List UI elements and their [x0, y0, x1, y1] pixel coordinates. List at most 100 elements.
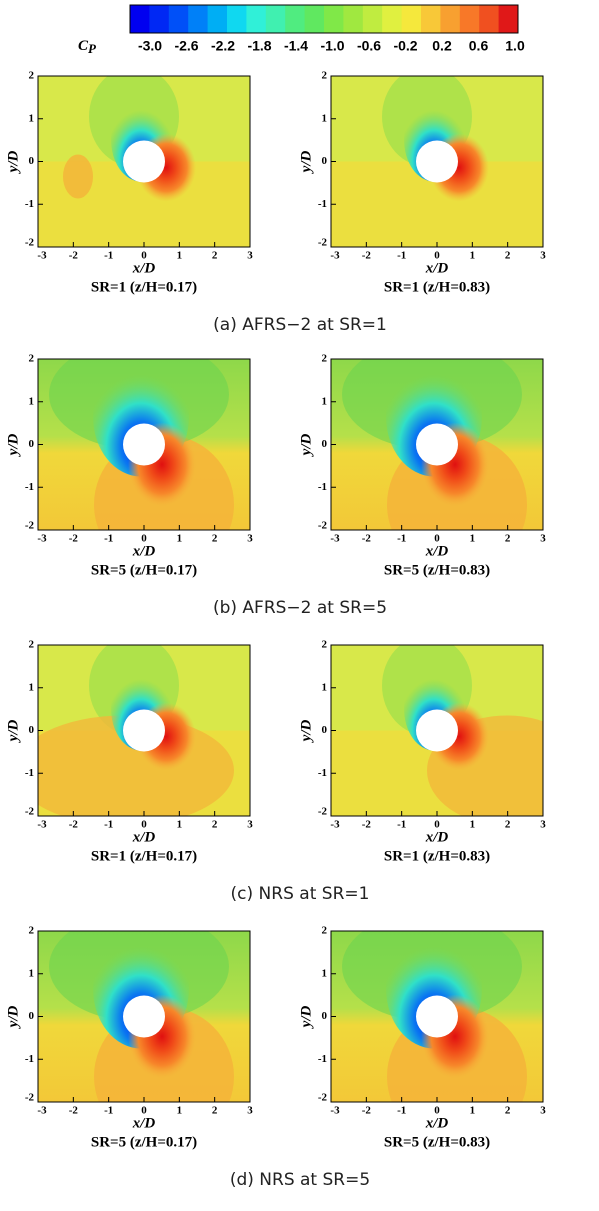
- y-axis-label: y/D: [298, 434, 314, 458]
- x-tick-label: -1: [104, 250, 113, 262]
- panel-caption: (b) AFRS−2 at SR=5: [213, 598, 387, 618]
- plot-title: SR=5 (z/H=0.83): [384, 562, 490, 578]
- contour-plot: [38, 359, 250, 530]
- plot-title: SR=1 (z/H=0.17): [91, 279, 197, 295]
- x-axis-label: x/D: [425, 829, 449, 845]
- x-tick-label: -3: [37, 533, 47, 545]
- plot-title: SR=5 (z/H=0.83): [384, 1134, 490, 1150]
- colorbar-cell: [440, 5, 461, 33]
- cylinder: [416, 709, 458, 752]
- y-tick-label: -1: [318, 198, 327, 210]
- y-tick-label: 1: [29, 967, 35, 979]
- y-tick-label: 1: [29, 395, 35, 407]
- x-tick-label: -1: [397, 533, 406, 545]
- y-tick-label: 0: [29, 724, 35, 736]
- contour-plot: [331, 76, 543, 247]
- y-tick-label: -2: [318, 520, 328, 532]
- colorbar-cell: [459, 5, 480, 33]
- x-tick-label: -2: [69, 819, 79, 831]
- x-tick-label: -1: [397, 819, 406, 831]
- y-tick-label: 2: [322, 70, 328, 82]
- x-tick-label: -2: [69, 533, 79, 545]
- y-tick-label: -1: [25, 481, 34, 493]
- colorbar-cell: [498, 5, 519, 33]
- colorbar-cell: [343, 5, 364, 33]
- x-tick-label: -3: [330, 1105, 340, 1117]
- y-tick-label: -2: [318, 1092, 328, 1104]
- x-tick-label: -3: [330, 250, 340, 262]
- plot-title: SR=1 (z/H=0.17): [91, 848, 197, 864]
- colorbar-cell: [421, 5, 441, 33]
- y-axis-label: y/D: [5, 151, 21, 175]
- plot-title: SR=1 (z/H=0.83): [384, 848, 490, 864]
- x-tick-label: -3: [37, 1105, 47, 1117]
- x-tick-label: -3: [37, 250, 47, 262]
- field-region: [63, 154, 93, 199]
- colorbar-tick: -0.6: [357, 38, 381, 54]
- x-tick-label: -2: [69, 250, 79, 262]
- x-tick-label: 0: [434, 819, 440, 831]
- x-tick-label: 3: [247, 533, 253, 545]
- colorbar-symbol: C: [78, 38, 89, 54]
- y-tick-label: 2: [29, 639, 35, 651]
- y-tick-label: 0: [29, 1010, 35, 1022]
- x-tick-label: 1: [470, 1105, 476, 1117]
- x-tick-label: 0: [141, 819, 147, 831]
- y-axis-label: y/D: [298, 151, 314, 175]
- x-axis-label: x/D: [425, 1115, 449, 1131]
- colorbar-label: CP: [78, 38, 97, 56]
- x-axis-label: x/D: [132, 260, 156, 276]
- x-tick-label: 1: [470, 819, 476, 831]
- y-tick-label: 2: [29, 70, 35, 82]
- y-tick-label: -2: [318, 237, 328, 249]
- x-tick-label: -2: [362, 250, 372, 262]
- colorbar-cell: [130, 5, 150, 33]
- x-tick-label: 3: [540, 1105, 546, 1117]
- y-axis-label: y/D: [298, 1006, 314, 1030]
- x-tick-label: 1: [177, 819, 183, 831]
- x-tick-label: 1: [177, 1105, 183, 1117]
- colorbar-cell: [149, 5, 170, 33]
- cylinder: [123, 140, 165, 183]
- y-axis-label: y/D: [5, 1006, 21, 1030]
- contour-plot: [38, 645, 250, 816]
- colorbar-tick: -1.4: [284, 38, 308, 54]
- y-tick-label: 0: [29, 155, 35, 167]
- cylinder: [123, 709, 165, 752]
- x-tick-label: -2: [69, 1105, 79, 1117]
- y-tick-label: -2: [25, 1092, 35, 1104]
- colorbar-cell: [246, 5, 267, 33]
- colorbar-tick: -1.0: [320, 38, 344, 54]
- plot-title: SR=1 (z/H=0.83): [384, 279, 490, 295]
- x-tick-label: 0: [434, 533, 440, 545]
- y-tick-label: 1: [322, 967, 328, 979]
- cylinder: [416, 423, 458, 466]
- contour-plot: [38, 76, 250, 247]
- y-tick-label: 1: [29, 112, 35, 124]
- y-tick-label: -1: [318, 481, 327, 493]
- contour-plot: [331, 645, 543, 816]
- y-tick-label: -2: [25, 520, 35, 532]
- x-tick-label: 2: [212, 533, 218, 545]
- colorbar-tick: -1.8: [247, 38, 271, 54]
- x-axis-label: x/D: [425, 543, 449, 559]
- y-tick-label: 2: [29, 925, 35, 937]
- colorbar-tick: -2.2: [211, 38, 235, 54]
- x-tick-label: 2: [212, 1105, 218, 1117]
- x-tick-label: -1: [104, 533, 113, 545]
- x-tick-label: 3: [540, 819, 546, 831]
- y-tick-label: -2: [25, 237, 35, 249]
- y-tick-label: 0: [322, 438, 328, 450]
- x-axis-label: x/D: [132, 1115, 156, 1131]
- colorbar-tick: -3.0: [138, 38, 162, 54]
- x-tick-label: -1: [397, 250, 406, 262]
- x-tick-label: 1: [177, 250, 183, 262]
- colorbar-tick: -2.6: [174, 38, 198, 54]
- x-tick-label: 2: [505, 819, 511, 831]
- y-tick-label: 2: [322, 639, 328, 651]
- panel-caption: (c) NRS at SR=1: [231, 884, 370, 904]
- colorbar-tick: -0.2: [393, 38, 417, 54]
- colorbar-cell: [285, 5, 306, 33]
- contour-plot: [331, 931, 543, 1102]
- x-tick-label: -3: [37, 819, 47, 831]
